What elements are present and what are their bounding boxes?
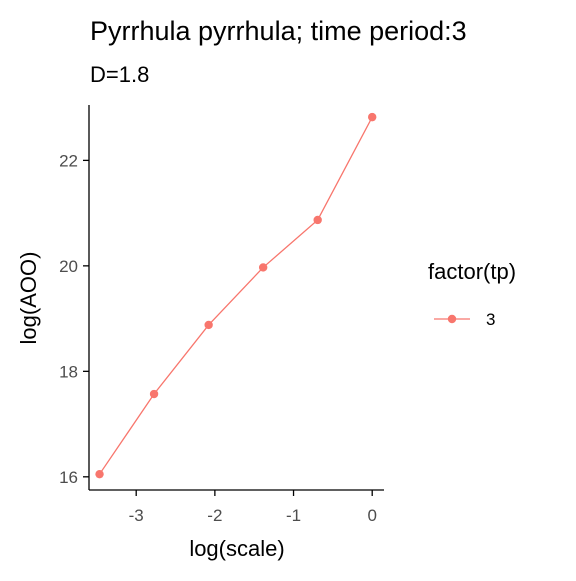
y-axis-ticks: 16 18 20 22 [59, 151, 89, 487]
chart-title: Pyrrhula pyrrhula; time period:3 [90, 16, 467, 46]
x-tick-label: -1 [286, 506, 301, 525]
series-line [99, 116, 373, 475]
plot-area [95, 112, 377, 479]
y-axis-title: log(AOO) [16, 252, 41, 345]
data-point [368, 112, 377, 122]
legend: factor(tp) 3 [428, 259, 516, 329]
y-tick-label: 16 [59, 468, 78, 487]
data-point [258, 263, 268, 272]
x-axis-ticks: -3 -2 -1 0 [129, 490, 377, 525]
legend-label: 3 [486, 310, 495, 329]
data-point [149, 389, 159, 399]
x-tick-label: 0 [367, 506, 376, 525]
legend-title: factor(tp) [428, 259, 516, 284]
y-tick-label: 20 [59, 257, 78, 276]
chart-subtitle: D=1.8 [90, 62, 149, 87]
y-tick-label: 18 [59, 362, 78, 381]
x-tick-label: -3 [129, 506, 144, 525]
x-axis-title: log(scale) [189, 536, 284, 561]
y-tick-label: 22 [59, 151, 78, 170]
legend-key-point [447, 314, 457, 324]
data-point [204, 320, 213, 330]
data-point [313, 215, 322, 225]
data-point [95, 469, 104, 479]
x-tick-label: -2 [207, 506, 222, 525]
